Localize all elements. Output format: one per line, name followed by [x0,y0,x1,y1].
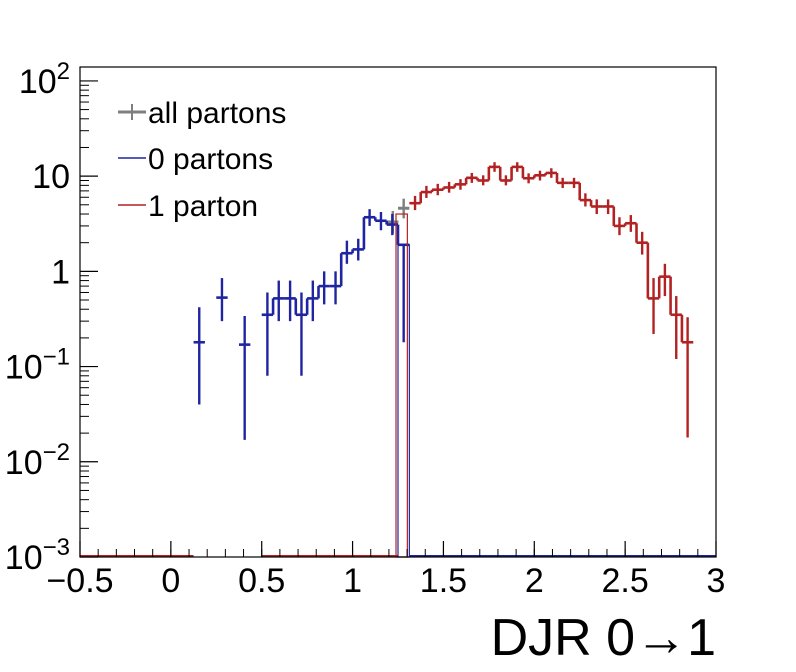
x-tick-label: 1.5 [420,562,467,600]
y-tick-label: 1 [51,253,70,291]
x-tick-label: 2.5 [602,562,649,600]
series-layer [80,162,716,558]
series-1-parton [409,162,694,438]
legend-label-all-partons: all partons [148,97,286,130]
legend: all partons 0 partons 1 parton [118,97,286,223]
x-tick-label: −0.5 [46,562,113,600]
x-tick-label: 1 [343,562,362,600]
y-tick-label: 102 [19,58,70,101]
y-tick-label: 10−1 [5,344,70,387]
plot-frame [79,66,717,558]
legend-label-0-partons: 0 partons [148,143,273,176]
y-tick-label: 10−3 [5,534,70,577]
legend-label-1-parton: 1 parton [148,190,258,223]
x-axis-title: DJR 0→1 [491,609,716,667]
x-tick-label: 2 [525,562,544,600]
axes-layer: −0.5 0 0.5 1 1.5 2 2.5 3 10−3 10−2 10−1 1 10 102 [5,58,726,600]
y-tick-label: 10 [32,158,70,196]
y-tick-label: 10−2 [5,439,70,482]
x-tick-label: 0 [161,562,180,600]
x-tick-label: 3 [707,562,726,600]
series-0-partons [193,209,410,440]
x-tick-label: 0.5 [238,562,285,600]
